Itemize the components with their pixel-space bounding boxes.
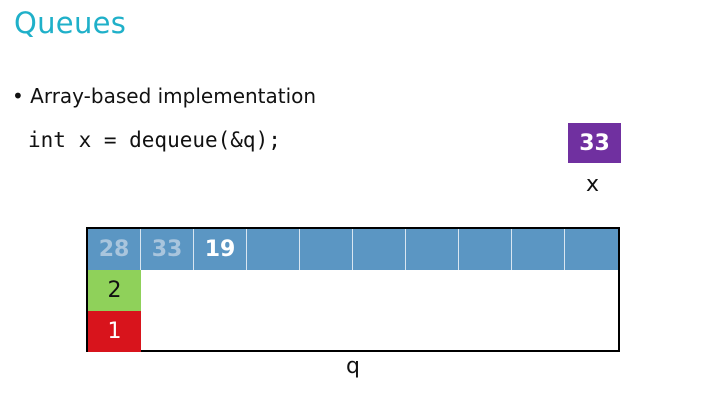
- array-cell: [247, 229, 300, 270]
- x-variable-label: x: [586, 172, 600, 197]
- array-cell: 19: [194, 229, 247, 270]
- array-cell: 28: [88, 229, 141, 270]
- array-cell: [565, 229, 618, 270]
- queue-array: 28 33 19: [88, 229, 618, 270]
- queue-back-field: 1: [88, 311, 141, 352]
- slide-title: Queues: [14, 6, 127, 40]
- queue-variable-label: q: [346, 354, 360, 379]
- bullet-text: • Array-based implementation: [12, 84, 317, 108]
- x-value-box: 33: [568, 123, 621, 163]
- array-cell: [300, 229, 353, 270]
- array-cell: 33: [141, 229, 194, 270]
- array-cell: [512, 229, 565, 270]
- queue-front-field: 2: [88, 270, 141, 311]
- code-line: int x = dequeue(&q);: [28, 128, 281, 152]
- array-cell: [353, 229, 406, 270]
- array-cell: [406, 229, 459, 270]
- queue-struct: 28 33 19 2 1: [86, 227, 620, 352]
- array-cell: [459, 229, 512, 270]
